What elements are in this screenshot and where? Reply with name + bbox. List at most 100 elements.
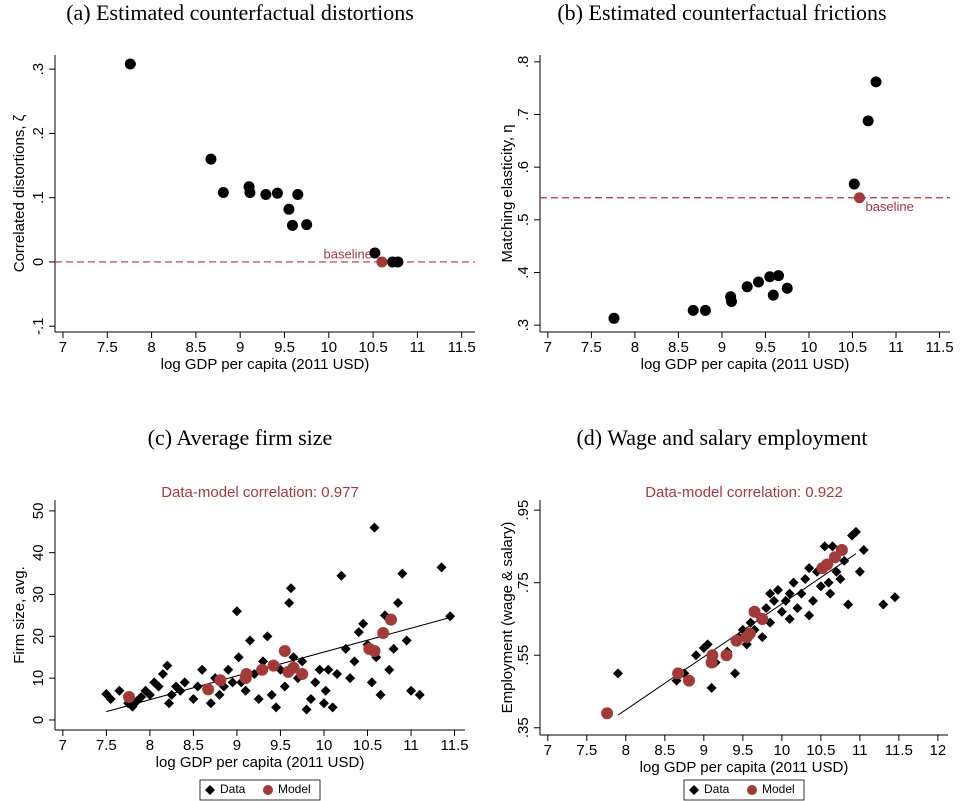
data-point <box>336 570 347 581</box>
x-axis-label: log GDP per capita (2011 USD) <box>640 759 849 776</box>
data-point <box>292 188 304 200</box>
data-point <box>781 282 793 294</box>
y-tick-label: 50 <box>30 503 47 520</box>
x-tick-label: 9 <box>718 339 726 356</box>
data-point <box>349 656 360 667</box>
data-point <box>271 187 283 199</box>
data-point <box>757 632 768 643</box>
data-point <box>124 58 136 70</box>
x-tick-label: 7 <box>544 742 552 759</box>
legend-label: Data <box>220 782 246 796</box>
data-point <box>683 674 696 687</box>
data-point <box>205 698 216 709</box>
data-point <box>231 606 242 617</box>
data-point <box>122 690 135 703</box>
data-point <box>286 219 298 231</box>
data-point <box>244 187 256 199</box>
data-point <box>233 652 244 663</box>
data-point <box>691 650 702 661</box>
data-point <box>202 683 215 696</box>
data-point <box>436 562 447 573</box>
legend-label: Model <box>278 782 311 796</box>
data-point <box>835 544 848 557</box>
data-point <box>287 661 300 674</box>
data-point <box>166 689 177 700</box>
data-point <box>217 187 229 199</box>
data-point <box>318 698 329 709</box>
x-tick-label: 10 <box>801 339 818 356</box>
y-axis-label: Matching elasticity, η <box>499 124 516 262</box>
data-point <box>305 694 316 705</box>
y-axis-label: Firm size, avg. <box>11 566 28 664</box>
data-point <box>188 694 199 705</box>
data-point <box>862 115 874 127</box>
data-point <box>205 153 217 165</box>
data-point <box>368 644 381 657</box>
data-point <box>601 707 614 720</box>
data-point <box>157 668 168 679</box>
data-point <box>262 631 273 642</box>
data-point <box>376 256 388 268</box>
y-tick-label: .5 <box>515 214 532 227</box>
x-tick-label: 9 <box>233 737 241 754</box>
data-point <box>835 574 846 585</box>
y-tick-label: 40 <box>30 544 47 561</box>
x-tick-label: 11 <box>403 737 419 754</box>
data-point <box>780 595 791 606</box>
y-tick-label: .35 <box>515 717 532 738</box>
data-point <box>761 603 772 614</box>
y-tick-label: .4 <box>515 266 532 279</box>
x-tick-label: 9.5 <box>732 742 753 759</box>
data-point <box>323 664 334 675</box>
data-point <box>804 610 815 621</box>
data-point <box>301 704 312 715</box>
data-point <box>175 685 186 696</box>
x-tick-label: 11.5 <box>441 737 469 754</box>
x-tick-label: 10 <box>773 742 790 759</box>
legend-marker <box>263 785 273 795</box>
x-tick-label: 7 <box>59 737 67 754</box>
data-point <box>392 597 403 608</box>
data-point <box>310 677 321 688</box>
data-point <box>214 689 225 700</box>
data-point <box>240 667 253 680</box>
data-point <box>796 588 807 599</box>
data-point <box>279 681 290 692</box>
data-point <box>848 178 860 190</box>
data-point <box>358 618 369 629</box>
data-point <box>843 599 854 610</box>
data-point <box>743 627 756 640</box>
data-point <box>853 192 865 204</box>
data-point <box>296 667 309 680</box>
data-point <box>153 681 164 692</box>
x-axis-label: log GDP per capita (2011 USD) <box>161 356 370 373</box>
data-point <box>854 566 865 577</box>
data-point <box>288 652 299 663</box>
data-point <box>266 689 277 700</box>
x-tick-label: 10 <box>316 737 333 754</box>
data-point <box>730 668 741 679</box>
data-point <box>730 634 743 647</box>
y-tick-label: 30 <box>30 586 47 603</box>
data-point <box>613 668 624 679</box>
data-point <box>702 639 713 650</box>
data-point <box>327 702 338 713</box>
y-tick-label: .75 <box>515 572 532 593</box>
data-point <box>256 663 269 676</box>
x-axis-label: log GDP per capita (2011 USD) <box>641 356 850 373</box>
x-tick-label: 8.5 <box>654 742 675 759</box>
data-point <box>214 674 227 687</box>
panel-title: (c) Average firm size <box>148 425 333 450</box>
x-tick-label: 9 <box>236 339 244 356</box>
data-point <box>144 689 155 700</box>
data-point <box>105 694 116 705</box>
x-tick-label: 11.5 <box>885 742 913 759</box>
y-axis-label: Correlated distortions, ζ <box>11 114 28 272</box>
data-point <box>858 545 869 556</box>
data-point <box>839 555 850 566</box>
data-point <box>179 677 190 688</box>
subtitle: Data-model correlation: 0.977 <box>161 484 359 501</box>
data-point <box>384 664 395 675</box>
data-point <box>332 668 343 679</box>
